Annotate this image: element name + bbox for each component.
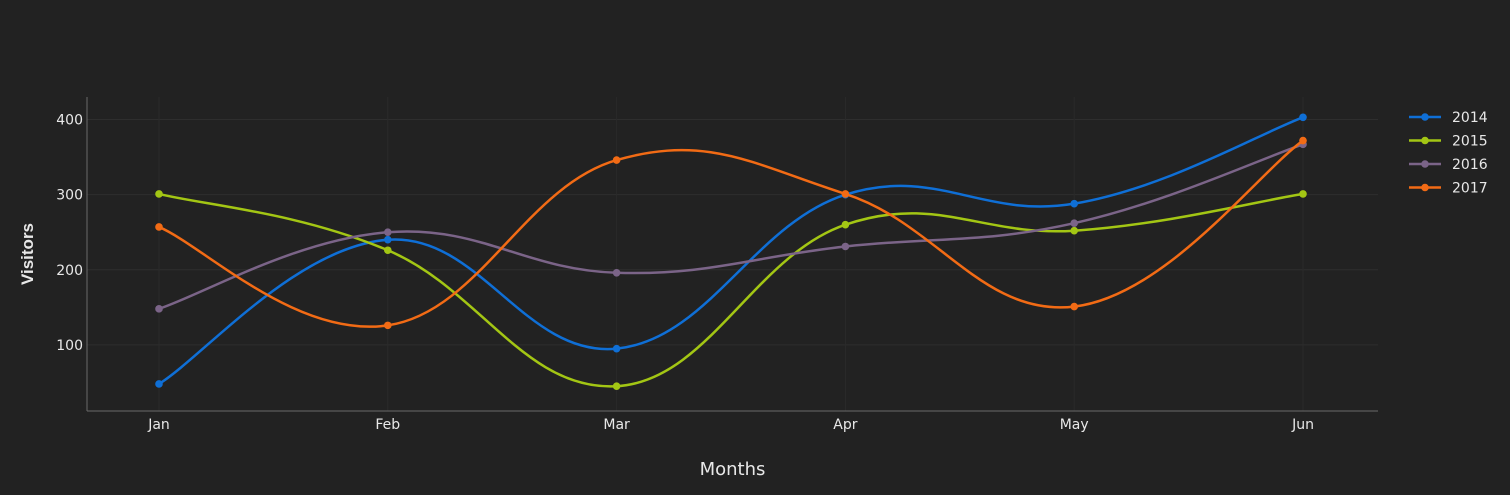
axes [86, 97, 1378, 412]
legend-swatch-marker [1421, 183, 1429, 192]
series-2015[interactable] [155, 190, 1307, 391]
series-line[interactable] [158, 139, 1304, 328]
data-point[interactable] [1070, 219, 1078, 228]
data-point[interactable] [1299, 190, 1307, 198]
series-group [155, 113, 1307, 391]
series-2014[interactable] [155, 113, 1307, 388]
x-tick-label: Jun [1291, 417, 1314, 433]
data-point[interactable] [155, 190, 163, 198]
data-point[interactable] [384, 321, 392, 330]
x-axis-title: Months [700, 459, 766, 480]
series-line[interactable] [158, 192, 1304, 388]
legend[interactable]: 2014 2015 2016 2017 [1409, 110, 1488, 197]
x-tick-label: Apr [833, 417, 857, 433]
series-line[interactable] [158, 116, 1304, 386]
y-axis-title: Visitors [18, 223, 37, 285]
gridlines [87, 97, 1378, 411]
data-point[interactable] [155, 380, 163, 388]
legend-swatch-marker [1421, 160, 1429, 168]
legend-item-2016[interactable]: 2016 [1409, 157, 1488, 173]
x-tick-label: Jan [147, 417, 170, 433]
data-point[interactable] [384, 228, 392, 237]
y-tick-label: 300 [56, 188, 83, 204]
series-line[interactable] [158, 143, 1304, 311]
legend-label: 2017 [1452, 181, 1488, 197]
data-point[interactable] [841, 242, 850, 251]
data-point[interactable] [612, 382, 621, 391]
data-point[interactable] [612, 156, 621, 164]
series-2017[interactable] [155, 136, 1307, 330]
x-tick-label: May [1060, 417, 1089, 433]
y-tick-label: 200 [56, 263, 83, 279]
y-tick-label: 400 [56, 113, 83, 129]
data-point[interactable] [841, 190, 850, 198]
data-point[interactable] [1070, 226, 1078, 235]
legend-item-2014[interactable]: 2014 [1409, 110, 1488, 126]
legend-label: 2015 [1452, 134, 1488, 150]
legend-item-2017[interactable]: 2017 [1409, 181, 1488, 197]
legend-label: 2014 [1452, 110, 1488, 126]
data-point[interactable] [1070, 302, 1078, 311]
data-point[interactable] [1299, 113, 1307, 122]
legend-item-2015[interactable]: 2015 [1409, 134, 1488, 150]
data-point[interactable] [1070, 199, 1078, 208]
data-point[interactable] [841, 220, 850, 229]
legend-swatch-marker [1421, 136, 1429, 145]
y-tick-label: 100 [56, 338, 83, 354]
legend-swatch-marker [1421, 113, 1429, 121]
data-point[interactable] [384, 246, 392, 255]
x-tick-label: Feb [375, 417, 400, 433]
data-point[interactable] [612, 268, 621, 277]
data-point[interactable] [384, 235, 392, 244]
data-point[interactable] [612, 344, 621, 353]
data-point[interactable] [155, 223, 163, 231]
data-point[interactable] [1299, 136, 1307, 145]
data-point[interactable] [155, 305, 163, 313]
x-tick-label: Mar [603, 417, 630, 433]
legend-label: 2016 [1452, 157, 1488, 173]
tick-labels: 100 200 300 400 Jan Feb Mar Apr May Jun [56, 113, 1314, 433]
